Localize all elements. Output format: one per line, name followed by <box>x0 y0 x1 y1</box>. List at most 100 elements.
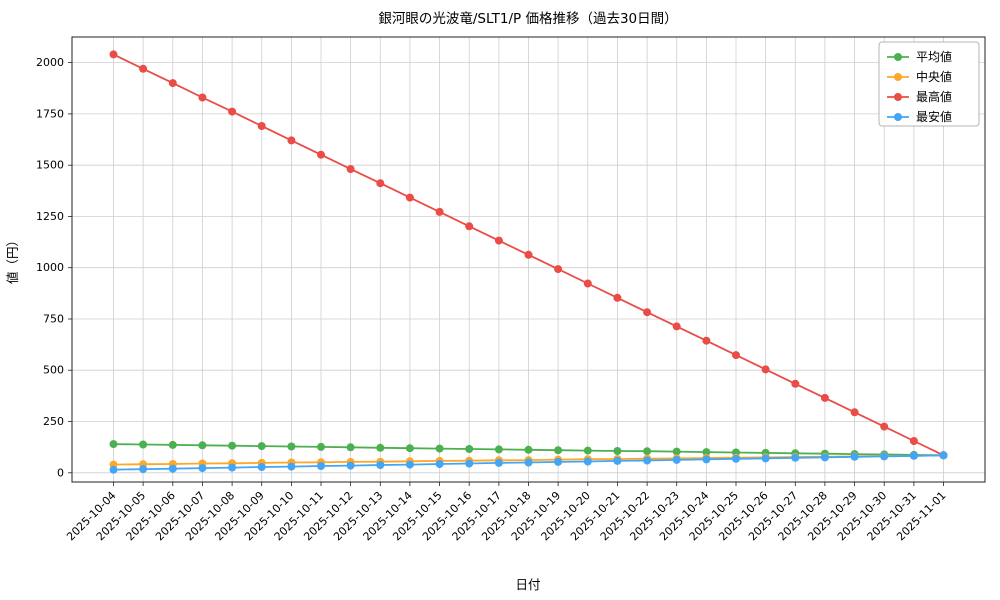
y-axis-label: 値（円） <box>5 234 20 284</box>
series-min <box>109 451 948 474</box>
point-max <box>909 437 918 445</box>
point-min <box>257 463 266 471</box>
point-min <box>791 453 800 462</box>
point-mean <box>494 445 503 454</box>
point-mean <box>168 440 177 449</box>
point-min <box>702 455 711 464</box>
point-min <box>198 464 207 473</box>
y-tick-label: 500 <box>43 364 64 377</box>
point-max <box>139 64 148 73</box>
chart-layers: 0 250 500 750 1000 1250 1500 1750 2000 2025-10-04… <box>36 36 986 543</box>
point-min <box>465 459 474 468</box>
legend-marker-max <box>894 93 902 101</box>
x-axis-label: 日付 <box>515 577 540 592</box>
point-max <box>228 107 237 116</box>
legend-item-min: 最安値 <box>887 109 952 124</box>
point-min <box>317 462 325 470</box>
point-mean <box>228 441 237 450</box>
point-max <box>494 236 503 245</box>
point-min <box>139 465 148 474</box>
point-max <box>524 250 533 259</box>
point-max <box>613 293 622 302</box>
point-mean <box>613 447 622 455</box>
point-min <box>405 460 414 469</box>
point-min <box>554 457 563 466</box>
legend-label-max: 最高値 <box>916 89 952 104</box>
point-min <box>583 457 592 466</box>
point-max <box>198 93 207 102</box>
point-max <box>435 207 444 216</box>
grid-lines <box>72 37 985 482</box>
point-max <box>850 408 859 417</box>
x-tick-labels: 2025-10-042025-10-052025-10-062025-10-07… <box>64 482 949 543</box>
legend-item-median: 中央値 <box>887 69 952 84</box>
point-mean <box>287 442 296 451</box>
point-max <box>820 393 829 402</box>
legend-marker-median <box>894 73 902 81</box>
point-min <box>168 464 177 473</box>
point-mean <box>109 440 118 449</box>
legend-label-median: 中央値 <box>916 69 952 84</box>
point-min <box>732 454 740 463</box>
point-mean <box>405 444 414 453</box>
point-max <box>376 179 385 188</box>
legend-marker-min <box>894 113 902 121</box>
point-min <box>109 465 118 474</box>
point-mean <box>465 445 474 453</box>
legend-label-mean: 平均値 <box>916 49 952 64</box>
point-mean <box>554 446 563 455</box>
point-max <box>643 308 652 317</box>
point-min <box>346 461 355 470</box>
point-max <box>257 122 266 130</box>
point-mean <box>672 447 681 456</box>
point-min <box>613 456 622 465</box>
legend-item-mean: 平均値 <box>887 49 952 64</box>
point-min <box>672 455 681 464</box>
point-min <box>909 451 918 460</box>
point-max <box>465 222 474 231</box>
legend-item-max: 最高値 <box>887 89 952 104</box>
point-max <box>317 150 325 159</box>
point-max <box>287 136 296 145</box>
point-max <box>791 379 800 388</box>
point-mean <box>376 443 385 452</box>
point-max <box>583 279 592 288</box>
point-mean <box>257 442 266 451</box>
point-max <box>346 165 355 174</box>
point-mean <box>317 442 325 451</box>
point-min <box>287 462 296 471</box>
point-max <box>109 50 118 59</box>
point-mean <box>139 440 148 449</box>
point-max <box>732 351 740 360</box>
legend-label-min: 最安値 <box>916 109 952 124</box>
point-max <box>554 265 563 274</box>
point-max <box>761 365 770 374</box>
point-mean <box>435 444 444 453</box>
y-tick-label: 750 <box>43 313 64 326</box>
y-tick-label: 1500 <box>36 159 64 172</box>
point-max <box>880 422 889 431</box>
point-max <box>168 79 177 88</box>
point-mean <box>702 448 711 457</box>
point-min <box>435 460 444 468</box>
point-max <box>702 336 711 345</box>
point-min <box>228 463 237 472</box>
point-min <box>850 452 859 461</box>
point-mean <box>583 446 592 455</box>
y-tick-label: 1750 <box>36 107 64 120</box>
point-mean <box>346 443 355 452</box>
legend-marker-mean <box>894 53 902 61</box>
point-min <box>376 461 385 469</box>
y-tick-label: 0 <box>57 466 64 479</box>
point-min <box>494 458 503 467</box>
point-min <box>939 451 948 460</box>
point-min <box>820 453 829 462</box>
point-mean <box>198 441 207 450</box>
y-tick-label: 1000 <box>36 261 64 274</box>
y-tick-label: 250 <box>43 415 64 428</box>
point-max <box>405 193 414 202</box>
y-tick-label: 2000 <box>36 56 64 69</box>
